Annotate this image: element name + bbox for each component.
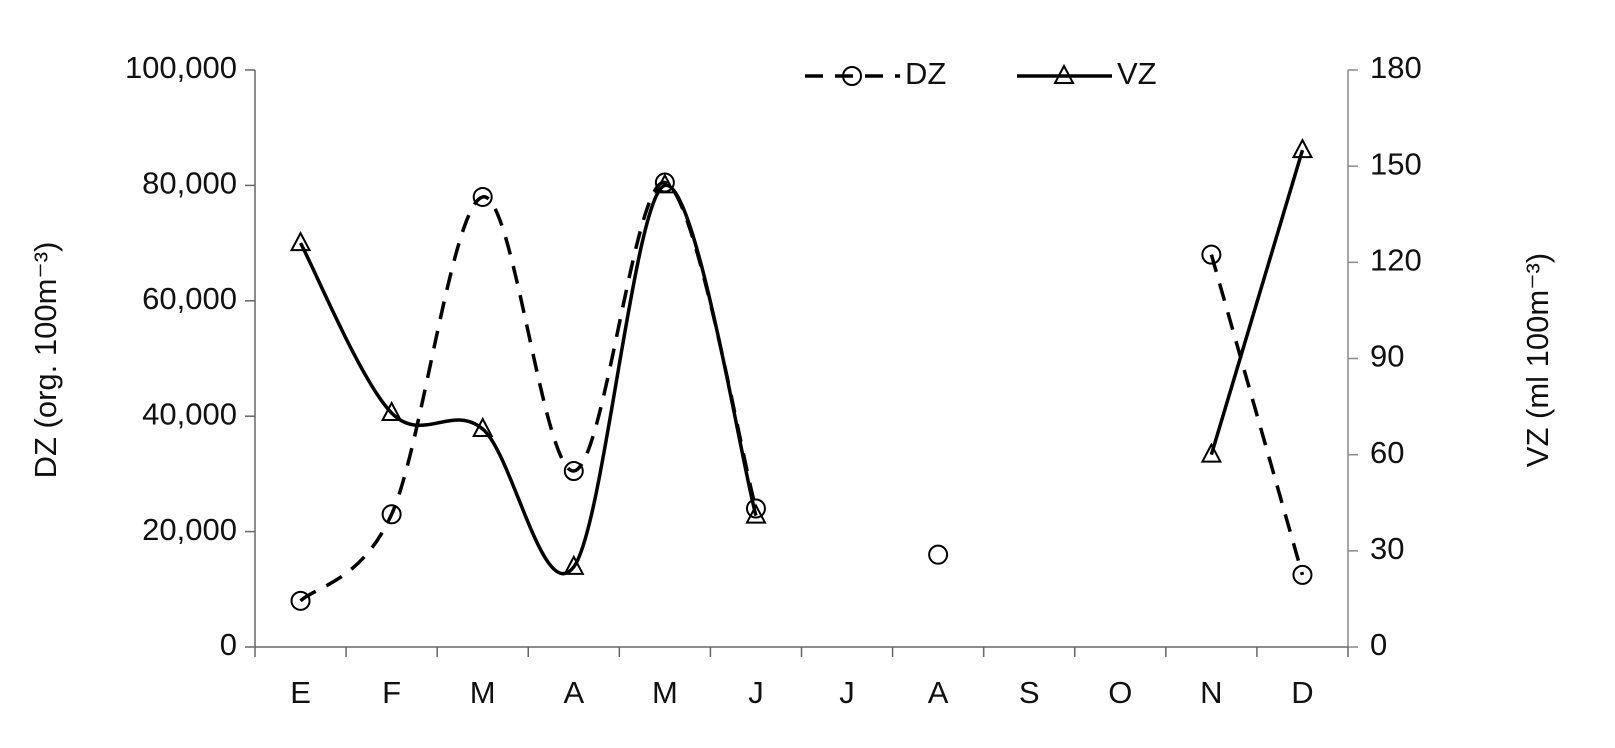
y-tick-label: 40,000 <box>142 396 237 431</box>
x-tick-label: J <box>748 675 764 710</box>
x-tick-label: O <box>1108 675 1132 710</box>
y-axis-title: DZ (org. 100m⁻³) <box>28 242 63 479</box>
y-tick-label: 100,000 <box>125 50 237 85</box>
x-tick-label: N <box>1200 675 1222 710</box>
data-point <box>745 503 767 524</box>
y2-axis-title: VZ (ml 100m⁻³) <box>1520 253 1555 467</box>
x-tick-label: M <box>470 675 496 710</box>
data-point <box>563 461 584 482</box>
y2-tick-label: 60 <box>1370 435 1404 470</box>
y2-tick-label: 120 <box>1370 243 1422 278</box>
data-point <box>1200 442 1223 463</box>
data-point <box>289 230 312 252</box>
data-point <box>472 186 493 207</box>
x-tick-label: J <box>839 675 855 710</box>
y-tick-label: 80,000 <box>142 166 237 201</box>
data-point <box>1292 564 1313 585</box>
x-tick-label: F <box>382 675 401 710</box>
y2-tick-label: 30 <box>1370 531 1404 566</box>
x-tick-label: S <box>1019 675 1040 710</box>
legend-marker <box>842 66 862 86</box>
y2-tick-label: 150 <box>1370 146 1422 181</box>
legend-marker <box>1053 63 1075 84</box>
y-tick-label: 20,000 <box>142 512 237 547</box>
data-point <box>1291 138 1314 159</box>
y-tick-label: 60,000 <box>142 281 237 316</box>
series-line <box>1209 149 1305 456</box>
data-point <box>745 498 766 519</box>
series-line <box>299 180 758 603</box>
x-tick-label: A <box>928 675 949 710</box>
x-tick-label: D <box>1291 675 1313 710</box>
data-point <box>381 504 402 525</box>
y2-tick-label: 180 <box>1370 50 1422 85</box>
y2-tick-label: 90 <box>1370 339 1404 374</box>
data-point <box>654 173 676 194</box>
legend-label: VZ <box>1117 56 1157 91</box>
y2-tick-label: 0 <box>1370 627 1387 662</box>
data-point <box>1201 244 1222 265</box>
x-tick-label: E <box>290 675 311 710</box>
data-point <box>380 400 403 421</box>
series-line <box>1209 254 1305 576</box>
x-tick-label: A <box>563 675 584 710</box>
data-point <box>472 416 494 438</box>
data-point <box>290 590 311 611</box>
y-tick-label: 0 <box>220 627 237 662</box>
x-tick-label: M <box>652 675 678 710</box>
data-point <box>928 544 949 565</box>
legend-label: DZ <box>905 56 946 91</box>
data-point <box>563 554 585 575</box>
series-line <box>298 183 758 576</box>
